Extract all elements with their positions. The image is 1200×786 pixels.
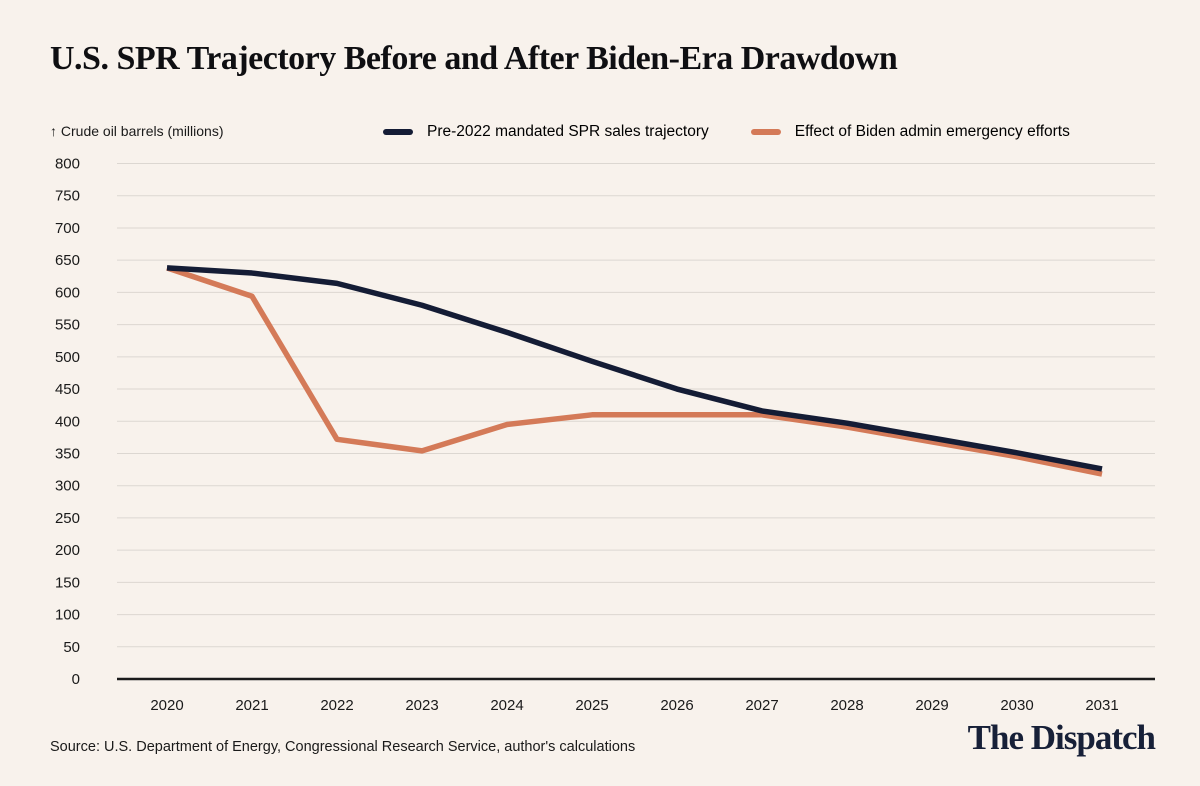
- source-attribution: Source: U.S. Department of Energy, Congr…: [50, 739, 636, 755]
- x-tick-label: 2027: [745, 697, 778, 714]
- y-tick-label: 450: [55, 381, 80, 398]
- y-tick-label: 250: [55, 510, 80, 527]
- publisher-logo: The Dispatch: [967, 718, 1156, 757]
- x-tick-label: 2026: [660, 697, 693, 714]
- x-tick-label: 2021: [235, 697, 268, 714]
- legend: Pre-2022 mandated SPR sales trajectory E…: [383, 122, 1070, 142]
- legend-item-pre-2022: Pre-2022 mandated SPR sales trajectory: [383, 122, 709, 142]
- y-tick-label: 300: [55, 478, 80, 495]
- series-line-biden-admin-efforts: [166, 265, 1103, 477]
- legend-item-biden-efforts: Effect of Biden admin emergency efforts: [750, 122, 1070, 142]
- y-tick-label: 650: [55, 252, 80, 269]
- legend-swatch-orange: [750, 129, 781, 135]
- y-tick-label: 500: [55, 349, 80, 366]
- y-tick-label: 400: [55, 413, 80, 430]
- y-tick-label: 50: [63, 639, 80, 656]
- y-tick-label: 0: [72, 671, 80, 688]
- y-tick-label: 150: [55, 574, 80, 591]
- x-tick-label: 2028: [830, 697, 863, 714]
- chart-title: U.S. SPR Trajectory Before and After Bid…: [50, 40, 898, 77]
- x-tick-label: 2020: [150, 697, 183, 714]
- y-tick-label: 800: [55, 156, 80, 173]
- y-tick-label: 350: [55, 445, 80, 462]
- legend-swatch-navy: [383, 129, 413, 135]
- y-tick-label: 700: [55, 220, 80, 237]
- legend-label: Pre-2022 mandated SPR sales trajectory: [427, 123, 709, 140]
- series-line-pre-2022-trajectory: [166, 265, 1103, 472]
- y-axis-label: ↑ Crude oil barrels (millions): [50, 123, 224, 139]
- y-tick-label: 200: [55, 542, 80, 559]
- y-tick-label: 550: [55, 317, 80, 334]
- x-tick-label: 2029: [915, 697, 948, 714]
- x-tick-label: 2025: [575, 697, 608, 714]
- x-tick-label: 2022: [320, 697, 353, 714]
- y-tick-label: 750: [55, 188, 80, 205]
- y-tick-label: 100: [55, 607, 80, 624]
- y-tick-label: 600: [55, 284, 80, 301]
- legend-label: Effect of Biden admin emergency efforts: [794, 123, 1070, 140]
- x-tick-label: 2023: [405, 697, 438, 714]
- x-tick-label: 2030: [1000, 697, 1033, 714]
- x-tick-label: 2024: [490, 697, 523, 714]
- x-tick-label: 2031: [1085, 697, 1118, 714]
